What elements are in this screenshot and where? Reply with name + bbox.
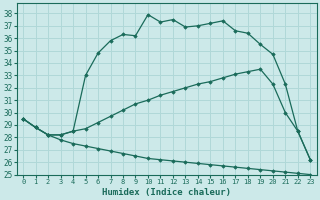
X-axis label: Humidex (Indice chaleur): Humidex (Indice chaleur) xyxy=(102,188,231,197)
